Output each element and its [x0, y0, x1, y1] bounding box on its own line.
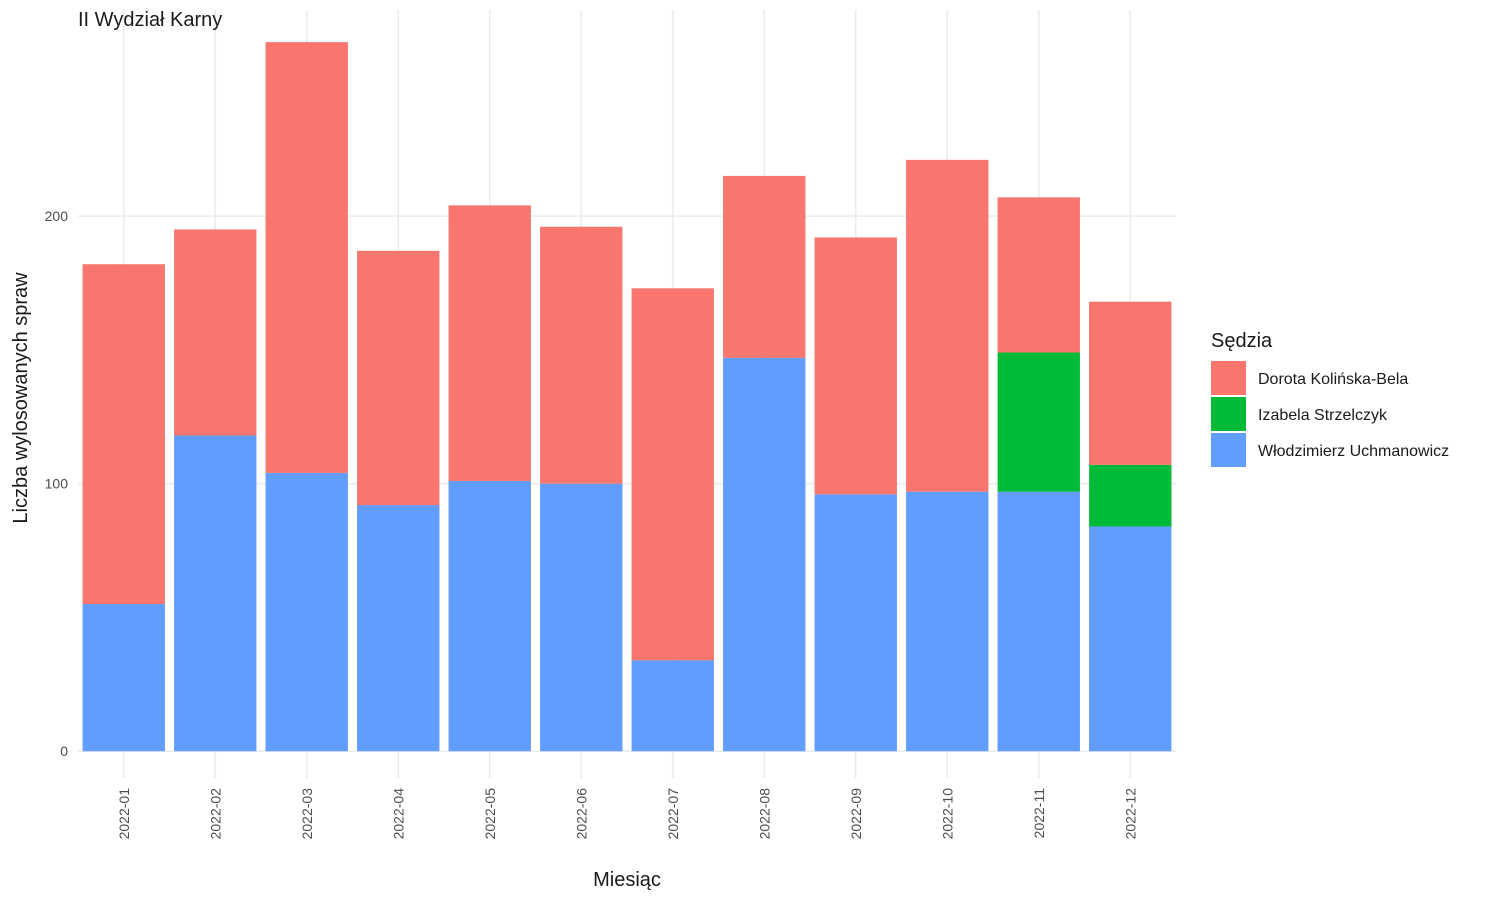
legend-key-wlodzimierz-uchmanowicz — [1211, 433, 1246, 467]
bar-2022-05-wlodzimierz-uchmanowicz — [448, 480, 531, 752]
bar-2022-07-dorota-kolinska-bela — [631, 288, 714, 661]
x-tick-label: 2022-03 — [299, 788, 315, 840]
legend: Sędzia Dorota Kolińska-Bela Izabela Strze… — [1211, 330, 1449, 467]
x-tick-label: 2022-09 — [848, 788, 864, 840]
x-tick-label: 2022-10 — [939, 788, 955, 840]
legend-key-dorota-kolinska-bela — [1211, 361, 1246, 395]
y-tick-label: 100 — [45, 476, 69, 492]
bars — [82, 42, 1172, 752]
bar-2022-08-wlodzimierz-uchmanowicz — [723, 357, 806, 752]
bar-2022-05-dorota-kolinska-bela — [448, 205, 531, 481]
legend-label-izabela-strzelczyk: Izabela Strzelczyk — [1258, 407, 1388, 424]
x-tick-label: 2022-01 — [116, 788, 132, 840]
x-axis-ticks: 2022-01 2022-02 2022-03 2022-04 2022-05 2022-… — [116, 788, 1139, 840]
legend-key-izabela-strzelczyk — [1211, 397, 1246, 431]
bar-2022-09-wlodzimierz-uchmanowicz — [814, 494, 897, 752]
bar-2022-12-izabela-strzelczyk — [1089, 464, 1172, 527]
legend-label-wlodzimierz-uchmanowicz: Włodzimierz Uchmanowicz — [1258, 443, 1449, 460]
bar-2022-11-dorota-kolinska-bela — [997, 197, 1080, 353]
bar-2022-03-dorota-kolinska-bela — [265, 42, 348, 473]
bar-2022-10-wlodzimierz-uchmanowicz — [906, 491, 989, 752]
y-axis-ticks: 0 100 200 — [45, 208, 69, 759]
bar-2022-09-dorota-kolinska-bela — [814, 237, 897, 495]
x-tick-label: 2022-02 — [207, 788, 223, 840]
bar-2022-06-dorota-kolinska-bela — [540, 226, 623, 484]
y-tick-label: 0 — [60, 743, 68, 759]
bar-2022-01-dorota-kolinska-bela — [82, 264, 165, 605]
bar-2022-11-izabela-strzelczyk — [997, 352, 1080, 492]
chart-title: II Wydział Karny — [78, 9, 222, 31]
x-tick-label: 2022-06 — [573, 788, 589, 840]
bar-2022-10-dorota-kolinska-bela — [906, 159, 989, 492]
bar-2022-06-wlodzimierz-uchmanowicz — [540, 483, 623, 752]
legend-title: Sędzia — [1211, 330, 1273, 352]
bar-2022-12-dorota-kolinska-bela — [1089, 301, 1172, 465]
bar-2022-11-wlodzimierz-uchmanowicz — [997, 491, 1080, 752]
x-tick-label: 2022-05 — [482, 788, 498, 840]
bar-2022-03-wlodzimierz-uchmanowicz — [265, 472, 348, 752]
x-tick-label: 2022-07 — [665, 788, 681, 840]
bar-2022-12-wlodzimierz-uchmanowicz — [1089, 526, 1172, 752]
bar-2022-07-wlodzimierz-uchmanowicz — [631, 660, 714, 752]
x-tick-label: 2022-04 — [390, 788, 406, 840]
legend-label-dorota-kolinska-bela: Dorota Kolińska-Bela — [1258, 371, 1408, 388]
y-axis-title: Liczba wylosowanych spraw — [10, 272, 32, 524]
bar-2022-01-wlodzimierz-uchmanowicz — [82, 604, 165, 752]
x-axis-title: Miesiąc — [593, 869, 661, 891]
x-tick-label: 2022-08 — [756, 788, 772, 840]
bar-2022-04-wlodzimierz-uchmanowicz — [357, 505, 440, 752]
y-tick-label: 200 — [45, 208, 69, 224]
x-tick-label: 2022-12 — [1122, 788, 1138, 840]
bar-2022-04-dorota-kolinska-bela — [357, 250, 440, 506]
bar-2022-08-dorota-kolinska-bela — [723, 175, 806, 358]
x-tick-label: 2022-11 — [1031, 788, 1047, 839]
bar-2022-02-dorota-kolinska-bela — [174, 229, 257, 436]
bar-2022-02-wlodzimierz-uchmanowicz — [174, 435, 257, 752]
